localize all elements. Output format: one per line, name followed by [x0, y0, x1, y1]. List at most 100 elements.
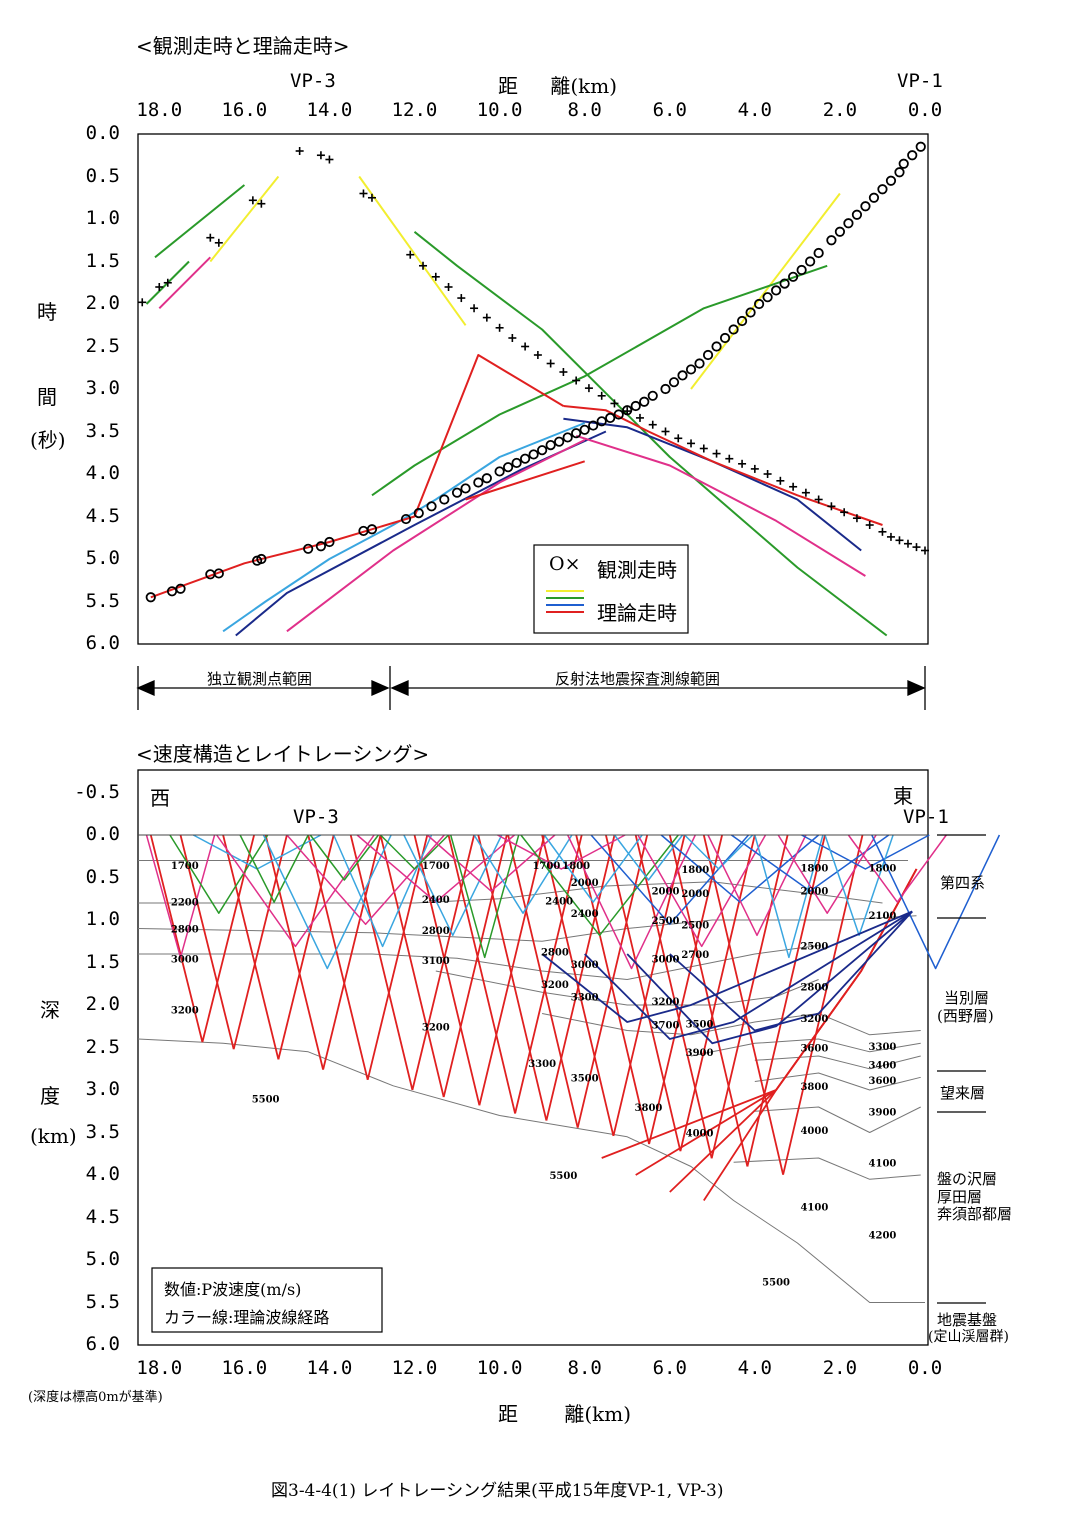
figure-caption: 図3-4-4(1) レイトレーシング結果(平成15年度VP-1, VP-3) [271, 1481, 724, 1501]
bottom-x-tick-label: 2.0 [822, 1357, 858, 1379]
observed-cross-point [257, 199, 266, 208]
layer-boundary [754, 1055, 921, 1070]
ray-red [575, 834, 650, 1145]
top-ylabel-3: (秒) [30, 428, 66, 452]
observed-circle-point [562, 432, 573, 443]
formation-basement: 地震基盤 [937, 1311, 998, 1329]
observed-circle-point [694, 358, 705, 369]
observed-cross-point [776, 476, 785, 485]
observed-circle-point [771, 285, 782, 296]
velocity-label: 4000 [800, 1126, 828, 1137]
observed-circle-point [668, 377, 680, 388]
observed-cross-point [470, 304, 479, 313]
observed-cross-point [827, 502, 836, 511]
bottom-y-tick-label: 2.0 [85, 993, 120, 1015]
observed-cross-point [508, 334, 517, 342]
observed-circle-point [868, 192, 880, 203]
layer-boundary [733, 1157, 921, 1180]
theory-line-blue [222, 422, 586, 633]
ray-red [179, 834, 235, 1050]
theory-line-red [563, 405, 883, 526]
ray-navy [626, 910, 913, 1045]
observed-circle-point [745, 307, 756, 318]
observed-circle-point [779, 278, 790, 289]
bottom-x-tick-label: 0.0 [907, 1357, 943, 1379]
ray-shallow [847, 834, 947, 903]
ray-shallow [567, 834, 696, 970]
theory-line-magenta [575, 434, 866, 577]
observed-cross-point [725, 454, 734, 463]
ray-shallow [379, 834, 450, 870]
bottom-xlabel: 距 離(km) [498, 1402, 632, 1426]
ray-shallow [169, 834, 269, 914]
observed-circle-point [834, 226, 846, 237]
observed-cross-point [699, 444, 708, 453]
formation-atsuta: 厚田層 [937, 1188, 983, 1206]
top-x-tick-label: 8.0 [567, 99, 602, 121]
formation-ponsubetsu: 奔須部都層 [937, 1205, 1013, 1223]
bottom-x-tick-label: 8.0 [567, 1357, 602, 1379]
observed-circle-point [451, 487, 463, 498]
velocity-label: 3000 [571, 960, 599, 971]
bottom-y-tick-label: 2.5 [85, 1035, 120, 1058]
observed-cross-point [155, 283, 164, 291]
bottom-y-tick-label: 1.5 [85, 950, 120, 973]
velocity-label: 3200 [652, 997, 680, 1008]
observed-cross-point [865, 521, 874, 529]
velocity-label: 4100 [800, 1202, 828, 1213]
formation-separators [937, 834, 986, 1304]
velocity-layer-boundaries [137, 860, 925, 1303]
bottom-y-tick-label: -0.5 [74, 780, 120, 803]
ray-navy [584, 910, 913, 1040]
observed-circle-point [528, 449, 539, 460]
legend-obs-symbol: O× [549, 553, 581, 575]
velocity-label: 3500 [571, 1073, 599, 1084]
observed-circle-point [554, 436, 565, 447]
observed-circle-point [571, 428, 582, 439]
top-plot-frame [137, 133, 929, 645]
bottom-legend-line1: 数値:P波速度(m/s) [164, 1280, 302, 1299]
observed-circle-point [677, 370, 688, 381]
top-legend-box [533, 544, 689, 634]
bottom-x-tick-label: 16.0 [221, 1357, 268, 1379]
observed-circle-point [545, 439, 556, 451]
theory-line-magenta [286, 439, 586, 633]
ray-shallow [707, 834, 807, 937]
velocity-label: 2100 [869, 911, 897, 922]
top-x-tick-label: 16.0 [221, 99, 268, 121]
observed-circle-point [647, 390, 658, 401]
ray-red [442, 834, 508, 1098]
layer-boundary [754, 1106, 921, 1133]
observed-circle-point [877, 184, 888, 195]
velocity-label: 3400 [869, 1061, 897, 1072]
observed-circle-point [843, 218, 854, 229]
velocity-label: 3200 [541, 980, 569, 991]
bottom-y-tick-label: 4.0 [85, 1163, 120, 1185]
observed-circle-point [205, 569, 216, 580]
formation-tobetsu-sub: (西野層) [937, 1007, 994, 1025]
theory-line-yellow [690, 192, 841, 390]
observed-cross-point [163, 278, 172, 287]
observed-cross-point [482, 313, 491, 322]
top-observed-points [138, 141, 929, 603]
ray-shallow [497, 834, 626, 870]
theory-line-yellow [209, 175, 280, 263]
velocity-label: 3300 [869, 1042, 897, 1053]
velocity-label: 3000 [171, 954, 199, 965]
velocity-label: 2700 [681, 950, 709, 961]
observed-cross-point [214, 238, 223, 247]
bottom-ylabel-2: 度 [40, 1084, 60, 1108]
bottom-x-tick-label: 12.0 [391, 1357, 438, 1379]
observed-cross-point [921, 546, 929, 555]
velocity-label: 1800 [681, 865, 709, 876]
ray-red [222, 834, 280, 1060]
top-y-tick-label: 1.5 [85, 249, 120, 272]
bottom-vp3-label: VP-3 [293, 806, 339, 828]
formation-tobetsu: 当別層 [944, 989, 990, 1007]
observed-cross-point [295, 147, 304, 155]
observed-circle-point [788, 271, 799, 282]
ray-shallow [262, 834, 392, 970]
ray-shallow [216, 834, 375, 948]
observed-circle-point [736, 315, 748, 327]
